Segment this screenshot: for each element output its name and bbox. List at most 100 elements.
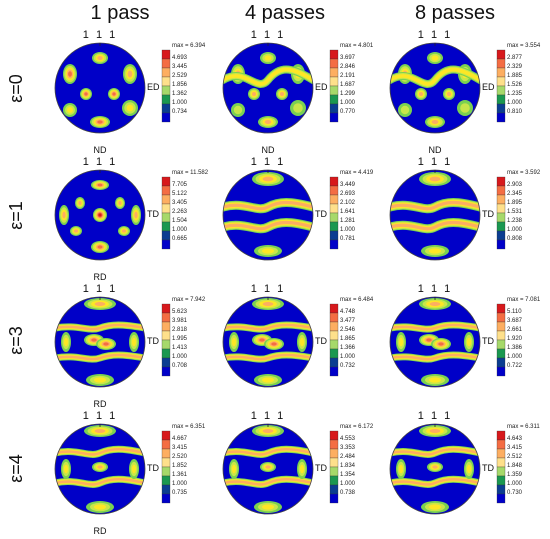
- color-scale-tick: 2.693: [340, 191, 356, 197]
- color-scale-swatch: [161, 493, 171, 504]
- color-scale-swatch: [161, 457, 171, 468]
- color-scale-swatch: [329, 439, 339, 450]
- color-scale-tick: 1.299: [340, 91, 356, 97]
- color-scale-tick: 1.995: [172, 336, 188, 342]
- color-scale-tick: 1.386: [507, 345, 523, 351]
- color-scale-tick: 1.000: [340, 100, 356, 106]
- color-scale-tick: 5.110: [507, 309, 522, 315]
- axis-label-bottom: ND: [428, 145, 442, 155]
- pole-label-111: 1 1 1: [417, 156, 453, 168]
- pole-label-111: 1 1 1: [82, 410, 118, 422]
- color-scale-tick: 3.449: [340, 182, 356, 188]
- color-scale-swatch: [161, 212, 171, 223]
- color-scale-swatch: [161, 203, 171, 214]
- color-scale-tick: 0.708: [172, 363, 188, 369]
- color-scale-ticks: 4.667 3.415 2.520 1.852 1.361 1.000 0.735: [172, 435, 187, 498]
- pole-label-111: 1 1 1: [82, 29, 118, 41]
- color-scale-tick: 2.877: [507, 55, 523, 61]
- pole-figure-cell: 1 1 1 ND ED max = 6.394 4.693 3.445 2.529 1.856…: [30, 29, 205, 158]
- color-scale-swatch: [496, 221, 506, 232]
- color-scale-swatch: [329, 58, 339, 69]
- max-intensity-label: max = 6.311: [507, 424, 540, 430]
- pole-figure-cell: 1 1 1 TD max = 7.081 5.110 3.687 2.661 1.920 1.…: [365, 283, 540, 412]
- axis-label-side: TD: [481, 209, 495, 219]
- pole-label-111: 1 1 1: [250, 410, 286, 422]
- color-scale-swatch: [161, 194, 171, 205]
- color-scale-tick: 1.531: [507, 209, 523, 215]
- color-scale-tick: 4.667: [172, 436, 188, 442]
- color-scale-swatch: [496, 185, 506, 196]
- column-header-1-pass: 1 pass: [90, 2, 150, 24]
- axis-label-bottom: RD: [93, 272, 107, 282]
- color-scale-swatch: [496, 357, 506, 368]
- color-scale-swatch: [329, 484, 339, 495]
- color-scale-swatch: [496, 76, 506, 87]
- color-scale-tick: 0.734: [172, 109, 188, 115]
- color-scale-tick: 1.852: [172, 463, 188, 469]
- color-scale-tick: 0.808: [507, 236, 523, 242]
- color-scale-swatch: [329, 493, 339, 504]
- axis-label-bottom: ND: [93, 145, 107, 155]
- pole-label-111: 1 1 1: [417, 29, 453, 41]
- color-scale-swatch: [496, 312, 506, 323]
- color-scale-swatch: [496, 321, 506, 332]
- axis-label-side: TD: [146, 336, 160, 346]
- color-scale-ticks: 3.697 2.846 2.191 1.687 1.299 1.000 0.770: [340, 54, 355, 117]
- axis-label-bottom: RD: [93, 526, 107, 536]
- color-scale-swatch: [496, 194, 506, 205]
- row-header-strain-0: ε=0: [5, 73, 26, 103]
- pole-figure-cell: 1 1 1 RD TD max = 7.942 5.623 3.981 2.818 1.995…: [30, 283, 205, 412]
- color-scale-swatch: [329, 112, 339, 123]
- color-scale-swatch: [329, 212, 339, 223]
- color-scale-swatch: [329, 339, 339, 350]
- color-scale-swatch: [496, 94, 506, 105]
- intensity-contours: [390, 425, 480, 513]
- color-scale-tick: 0.732: [340, 363, 356, 369]
- color-scale-ticks: 3.449 2.693 2.102 1.641 1.281 1.000 0.781: [340, 181, 355, 244]
- color-scale-swatch: [161, 466, 171, 477]
- color-scale-swatch: [496, 330, 506, 341]
- color-scale-swatch: [496, 103, 506, 114]
- color-scale-tick: 1.000: [340, 354, 356, 360]
- color-scale-swatch: [329, 221, 339, 232]
- color-scale-tick: 1.000: [507, 481, 523, 487]
- color-scale-tick: 7.705: [172, 182, 188, 188]
- pole-label-111: 1 1 1: [417, 283, 453, 295]
- color-scale-swatch: [496, 430, 506, 441]
- color-scale-swatch: [161, 339, 171, 350]
- color-scale-tick: 1.504: [172, 218, 188, 224]
- pole-figure: [54, 42, 171, 134]
- color-scale-tick: 3.697: [340, 55, 356, 61]
- intensity-contours: [223, 172, 313, 257]
- color-scale-swatch: [496, 348, 506, 359]
- color-scale-tick: 1.687: [340, 82, 356, 88]
- color-scale-ticks: 4.643 3.415 2.512 1.848 1.359 1.000 0.730: [507, 435, 522, 498]
- color-scale-tick: 1.641: [340, 209, 356, 215]
- color-scale-tick: 1.000: [507, 354, 523, 360]
- color-scale-tick: 0.722: [507, 363, 523, 369]
- color-scale-swatch: [496, 475, 506, 486]
- axis-label-side: TD: [481, 463, 495, 473]
- pole-label-111: 1 1 1: [82, 283, 118, 295]
- pole-figure-cell: 1 1 1 ND ED max = 3.554 2.877 2.329 1.885 1.526…: [365, 29, 540, 158]
- color-scale-tick: 3.415: [507, 445, 523, 451]
- color-scale-swatch: [329, 176, 339, 187]
- max-intensity-label: max = 6.394: [172, 43, 206, 49]
- color-scale-tick: 3.687: [507, 318, 523, 324]
- color-scale-tick: 0.730: [507, 490, 523, 496]
- axis-label-bottom: ND: [261, 145, 275, 155]
- color-scale-tick: 2.846: [340, 64, 356, 70]
- pole-figure-cell: 1 1 1 RD TD max = 6.351 4.667 3.415 2.520 1.852…: [30, 410, 205, 539]
- axis-label-side: TD: [314, 336, 328, 346]
- color-scale-swatch: [329, 430, 339, 441]
- color-scale-swatch: [161, 185, 171, 196]
- max-intensity-label: max = 4.419: [340, 170, 374, 176]
- max-intensity-label: max = 3.554: [507, 43, 541, 49]
- pole-figure-cell: 1 1 1 TD max = 6.484 4.748 3.477 2.546 1.865 1.…: [198, 283, 373, 412]
- color-scale-swatch: [496, 303, 506, 314]
- color-scale-tick: 2.484: [340, 454, 356, 460]
- color-scale-tick: 3.477: [340, 318, 356, 324]
- color-scale-tick: 5.623: [172, 309, 188, 315]
- intensity-contours: [223, 52, 313, 128]
- row-header-strain-1: ε=1: [5, 200, 26, 230]
